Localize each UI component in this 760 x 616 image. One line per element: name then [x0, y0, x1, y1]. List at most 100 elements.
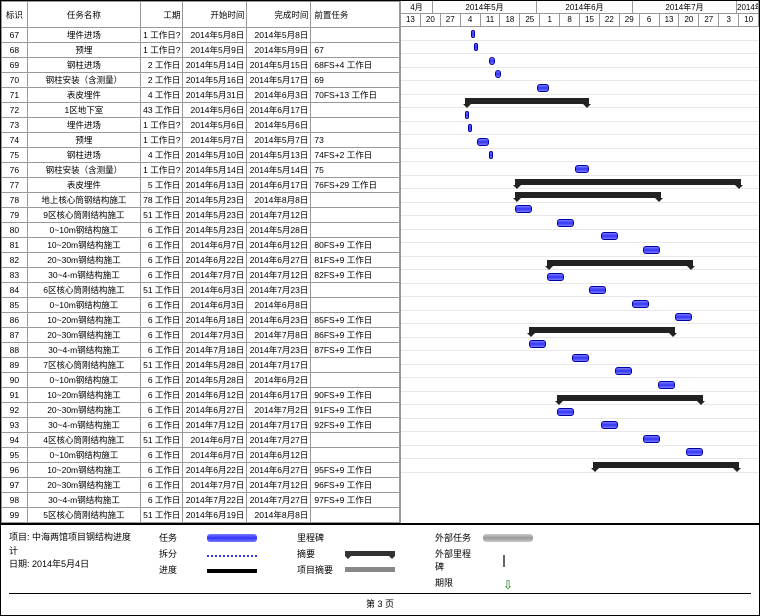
cell-id: 95 — [2, 448, 28, 463]
cell-name: 30~4-m钢结构施工 — [27, 343, 140, 358]
table-row: 9830~4-m钢结构施工6 工作日2014年7月22日2014年7月27日97… — [2, 493, 400, 508]
table-row: 800~10m钢结构施工6 工作日2014年5月23日2014年5月28日 — [2, 223, 400, 238]
task-bar — [643, 246, 660, 254]
task-bar — [465, 111, 469, 119]
col-header-end: 完成时间 — [247, 2, 311, 28]
cell-dur: 51 工作日 — [141, 433, 183, 448]
cell-dur: 2 工作日 — [141, 58, 183, 73]
gantt-row — [401, 216, 759, 230]
day-cell: 6 — [640, 14, 660, 26]
cell-dur: 51 工作日 — [141, 208, 183, 223]
day-cell: 27 — [699, 14, 719, 26]
col-header-name: 任务名称 — [27, 2, 140, 28]
cell-dur: 6 工作日 — [141, 343, 183, 358]
cell-name: 钢柱安装（含测量） — [27, 163, 140, 178]
table-row: 8110~20m钢结构施工6 工作日2014年6月7日2014年6月12日80F… — [2, 238, 400, 253]
cell-id: 97 — [2, 478, 28, 493]
task-bar — [529, 340, 546, 348]
day-cell: 29 — [620, 14, 640, 26]
gantt-row — [401, 81, 759, 95]
cell-dur: 1 工作日? — [141, 133, 183, 148]
cell-end: 2014年5月6日 — [247, 118, 311, 133]
cell-pred: 68FS+4 工作日 — [311, 58, 400, 73]
cell-end: 2014年5月7日 — [247, 133, 311, 148]
legend-col-3: 外部任务 外部里程碑 期限⇩ — [435, 531, 533, 589]
cell-end: 2014年5月28日 — [247, 223, 311, 238]
cell-end: 2014年7月17日 — [247, 418, 311, 433]
day-cell: 8 — [560, 14, 580, 26]
table-row: 721区地下室43 工作日2014年5月6日2014年6月17日 — [2, 103, 400, 118]
cell-start: 2014年5月16日 — [183, 73, 247, 88]
cell-start: 2014年6月7日 — [183, 448, 247, 463]
cell-start: 2014年5月23日 — [183, 223, 247, 238]
table-row: 74预埋1 工作日?2014年5月7日2014年5月7日73 — [2, 133, 400, 148]
col-header-pred: 前置任务 — [311, 2, 400, 28]
gantt-months-row: 4月2014年5月2014年6月2014年7月2014年8月 — [401, 1, 759, 14]
cell-end: 2014年6月23日 — [247, 313, 311, 328]
cell-name: 地上核心筒钢结构施工 — [27, 193, 140, 208]
cell-dur: 6 工作日 — [141, 478, 183, 493]
table-row: 9330~4-m钢结构施工6 工作日2014年7月12日2014年7月17日92… — [2, 418, 400, 433]
cell-name: 表皮埋件 — [27, 178, 140, 193]
cell-id: 98 — [2, 493, 28, 508]
cell-id: 90 — [2, 373, 28, 388]
footer-content: 项目: 中海两馆项目钢结构进度计 日期: 2014年5月4日 任务 拆分 进度 … — [9, 531, 751, 594]
cell-start: 2014年5月14日 — [183, 58, 247, 73]
table-row: 73埋件进场1 工作日?2014年5月6日2014年5月6日 — [2, 118, 400, 133]
gantt-days-row: 1320274111825181522296132027310 — [401, 14, 759, 26]
table-row: 70钢柱安装（含测量）2 工作日2014年5月16日2014年5月17日69 — [2, 73, 400, 88]
task-bar — [589, 286, 606, 294]
cell-end: 2014年6月2日 — [247, 373, 311, 388]
cell-pred — [311, 298, 400, 313]
cell-start: 2014年7月7日 — [183, 478, 247, 493]
task-bar — [495, 70, 501, 78]
cell-dur: 51 工作日 — [141, 283, 183, 298]
gantt-row — [401, 189, 759, 203]
cell-start: 2014年6月13日 — [183, 178, 247, 193]
cell-pred: 92FS+9 工作日 — [311, 418, 400, 433]
cell-end: 2014年7月27日 — [247, 433, 311, 448]
cell-start: 2014年5月7日 — [183, 133, 247, 148]
cell-end: 2014年6月17日 — [247, 388, 311, 403]
table-header-row: 标识 任务名称 工期 开始时间 完成时间 前置任务 — [2, 2, 400, 28]
cell-name: 埋件进场 — [27, 118, 140, 133]
cell-start: 2014年7月22日 — [183, 493, 247, 508]
cell-start: 2014年6月18日 — [183, 313, 247, 328]
cell-id: 96 — [2, 463, 28, 478]
cell-id: 69 — [2, 58, 28, 73]
cell-id: 76 — [2, 163, 28, 178]
cell-id: 75 — [2, 148, 28, 163]
cell-id: 77 — [2, 178, 28, 193]
cell-name: 表皮埋件 — [27, 88, 140, 103]
cell-end: 2014年6月8日 — [247, 298, 311, 313]
cell-end: 2014年6月12日 — [247, 448, 311, 463]
cell-id: 92 — [2, 403, 28, 418]
cell-name: 6区核心筒刚结构施工 — [27, 283, 140, 298]
cell-name: 20~30m钢结构施工 — [27, 478, 140, 493]
cell-end: 2014年7月8日 — [247, 328, 311, 343]
cell-pred — [311, 283, 400, 298]
table-row: 9220~30m钢结构施工6 工作日2014年6月27日2014年7月2日91F… — [2, 403, 400, 418]
page-container: 标识 任务名称 工期 开始时间 完成时间 前置任务 67埋件进场1 工作日?20… — [0, 0, 760, 616]
legend-task: 任务 — [159, 531, 199, 544]
cell-start: 2014年5月9日 — [183, 43, 247, 58]
cell-pred: 80FS+9 工作日 — [311, 238, 400, 253]
cell-pred — [311, 103, 400, 118]
cell-id: 72 — [2, 103, 28, 118]
cell-end: 2014年7月23日 — [247, 283, 311, 298]
cell-name: 30~4-m钢结构施工 — [27, 268, 140, 283]
cell-start: 2014年6月27日 — [183, 403, 247, 418]
gantt-row — [401, 338, 759, 352]
col-header-id: 标识 — [2, 2, 28, 28]
table-row: 9110~20m钢结构施工6 工作日2014年6月12日2014年6月17日90… — [2, 388, 400, 403]
task-bar — [537, 84, 549, 92]
cell-name: 30~4-m钢结构施工 — [27, 493, 140, 508]
cell-start: 2014年5月6日 — [183, 118, 247, 133]
task-bar — [471, 30, 475, 38]
gantt-row — [401, 270, 759, 284]
day-cell: 20 — [421, 14, 441, 26]
cell-dur: 1 工作日? — [141, 28, 183, 43]
cell-name: 10~20m钢结构施工 — [27, 388, 140, 403]
proj-label: 项目: — [9, 532, 30, 542]
table-row: 9720~30m钢结构施工6 工作日2014年7月7日2014年7月12日96F… — [2, 478, 400, 493]
